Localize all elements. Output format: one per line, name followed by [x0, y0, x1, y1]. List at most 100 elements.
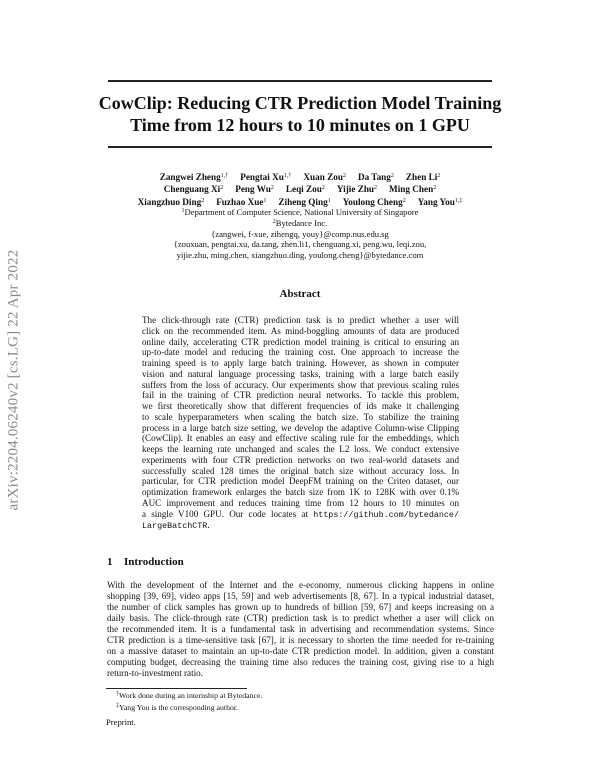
- abstract-line: AUC improvement and reduces training tim…: [142, 497, 459, 508]
- introduction-line: the number of click samples has grown up…: [107, 602, 494, 612]
- author-name: Zhen Li: [405, 172, 438, 182]
- author-name: Xiangzhuo Ding: [137, 197, 202, 207]
- author-name: Yijie Zhu: [336, 184, 375, 194]
- author: Pengtai Xu1,†: [240, 172, 291, 182]
- author-line: Chenguang Xi2 Peng Wu2 Leqi Zou2 Yijie Zhu2…: [0, 183, 600, 195]
- footnote-text: Yang You is the corresponding author.: [119, 703, 238, 712]
- author-affiliation-mark: 2: [437, 173, 441, 179]
- author: Yang You1,‡: [418, 197, 463, 207]
- author-affiliation-mark: 1: [327, 198, 331, 204]
- abstract-line: suffers from the loss of accuracy. Our e…: [142, 379, 459, 390]
- author-name: Zangwei Zheng: [159, 172, 221, 182]
- author-affiliation-mark: 2: [390, 173, 394, 179]
- section-title: Introduction: [124, 556, 184, 568]
- author-name: Yang You: [417, 197, 455, 207]
- author-name: Pengtai Xu: [240, 172, 284, 182]
- affiliation-text: Bytedance Inc.: [275, 218, 328, 228]
- abstract-line: training speed is to apply large batch t…: [142, 358, 459, 368]
- abstract-line: LargeBatchCTR.: [142, 520, 459, 532]
- author-line: Zangwei Zheng1,† Pengtai Xu1,† Xuan Zou2 Da…: [0, 171, 600, 183]
- author: Leqi Zou2: [286, 184, 325, 194]
- author: Zangwei Zheng1,†: [160, 172, 229, 182]
- footnote-mark: ‡: [116, 703, 119, 709]
- author: Youlong Cheng2: [343, 197, 406, 207]
- author-name: Xuan Zou: [303, 172, 343, 182]
- introduction-line: return-to-investment ratio.: [107, 668, 203, 678]
- author-name: Ziheng Qing: [278, 197, 328, 207]
- author: Yijie Zhu2: [337, 184, 377, 194]
- abstract-line: (CowClip). It enables an easy and effect…: [142, 433, 459, 444]
- author: Zhen Li2: [406, 172, 440, 182]
- abstract-line: fail in the training of CTR prediction n…: [142, 390, 459, 401]
- footnote-2: ‡Yang You is the corresponding author.: [116, 703, 238, 713]
- email-line-1: {zangwei, f-xue, zihengq, youy}@comp.nus…: [211, 229, 389, 239]
- introduction-line: the recommended item. It is a fundamenta…: [107, 624, 494, 634]
- author-name: Chenguang Xi: [163, 184, 221, 194]
- author-name: Youlong Cheng: [342, 197, 403, 207]
- affiliation-mark: 2: [272, 219, 276, 225]
- author-name: Leqi Zou: [285, 184, 322, 194]
- author: Ziheng Qing1: [278, 197, 330, 207]
- author: Da Tang2: [358, 172, 394, 182]
- title-top-rule: [108, 80, 492, 82]
- paper-title-line-2: Time from 12 hours to 10 minutes on 1 GP…: [130, 115, 470, 135]
- author-name: Ming Chen: [389, 184, 434, 194]
- author-affiliation-mark: 2: [433, 185, 437, 191]
- affiliation-mark: 1: [181, 208, 185, 214]
- author: Peng Wu2: [235, 184, 274, 194]
- introduction-line: With the development of the Internet and…: [107, 580, 494, 590]
- introduction-line: on a massive dataset to maintain an up-t…: [107, 646, 494, 656]
- section-heading-introduction: 1 Introduction: [107, 556, 184, 568]
- paper-title-line-1: CowClip: Reducing CTR Prediction Model T…: [98, 93, 502, 113]
- abstract-line: online daily, accelerating CTR predictio…: [142, 336, 459, 347]
- author: Fuzhao Xue1: [216, 197, 266, 207]
- footnote-text: Work done during an internship at Byteda…: [119, 691, 263, 700]
- code-url[interactable]: https://github.com/bytedance/: [313, 510, 459, 520]
- author-name: Fuzhao Xue: [216, 197, 264, 207]
- author-affiliation-mark: 2: [201, 198, 205, 204]
- abstract-line: keeps the learning rate unchanged and sc…: [142, 444, 459, 454]
- abstract-line: we first theoretically show that differe…: [142, 401, 459, 411]
- footnote-rule: [106, 688, 247, 689]
- abstract-line: click on the recommended item. As mind-b…: [142, 325, 459, 336]
- introduction-line: shopping [39, 69], video apps [15, 59] a…: [107, 591, 494, 601]
- abstract-line: particular, for CTR prediction model Dee…: [142, 476, 459, 487]
- section-number: 1: [107, 556, 113, 568]
- author-affiliation-mark: 2: [342, 173, 346, 179]
- author: Chenguang Xi2: [164, 184, 223, 194]
- abstract-line: up-to-date model and reducing the traini…: [142, 347, 459, 358]
- author-affiliation-mark: 1: [263, 198, 267, 204]
- title-bottom-rule: [108, 146, 492, 148]
- introduction-line: daily basis. The click-through rate (CTR…: [107, 613, 494, 623]
- abstract-line: process in a large batch size setting, w…: [142, 422, 459, 433]
- abstract-line: to scale hyperparameters when scaling th…: [142, 411, 459, 422]
- affiliation-text: Department of Computer Science, National…: [184, 207, 419, 217]
- author-affiliation-mark: 2: [321, 185, 325, 191]
- author: Ming Chen2: [389, 184, 436, 194]
- affiliation-2: 2Bytedance Inc.: [0, 218, 600, 229]
- author-affiliation-mark: 2: [220, 185, 224, 191]
- author-affiliation-mark: 2: [374, 185, 378, 191]
- author-affiliation-mark: 1,†: [220, 173, 229, 179]
- abstract-line: The click-through rate (CTR) prediction …: [142, 315, 459, 325]
- code-url-continued[interactable]: LargeBatchCTR: [142, 521, 208, 531]
- author: Xiangzhuo Ding2: [138, 197, 205, 207]
- introduction-line: computing budget, decreasing the trainin…: [107, 657, 494, 667]
- footnote-1: †Work done during an internship at Byted…: [116, 691, 262, 701]
- abstract-line: vision and natural language processing t…: [142, 368, 459, 379]
- email-line-2: {zouxuan, pengtai.xu, da.tang, zhen.li1,…: [173, 239, 427, 249]
- footnote-mark: †: [116, 691, 119, 697]
- abstract-line: successfully scaled 128 times the origin…: [142, 465, 459, 476]
- introduction-line: CTR prediction is a time-sensitive task …: [107, 635, 494, 645]
- author-name: Peng Wu: [235, 184, 271, 194]
- author-name: Da Tang: [357, 172, 391, 182]
- abstract-text: .: [207, 520, 210, 530]
- author-affiliation-mark: 1,†: [283, 173, 292, 179]
- abstract-text: a single V100 GPU. Our code locates at: [142, 509, 308, 519]
- abstract-line: experiments with four CTR prediction net…: [142, 454, 459, 465]
- author: Xuan Zou2: [303, 172, 346, 182]
- author-affiliation-mark: 2: [270, 185, 274, 191]
- email-line-3: yijie.zhu, ming.chen, xiangzhuo.ding, yo…: [176, 250, 424, 260]
- author-affiliation-mark: 2: [402, 198, 406, 204]
- author-affiliation-mark: 1,‡: [454, 198, 463, 204]
